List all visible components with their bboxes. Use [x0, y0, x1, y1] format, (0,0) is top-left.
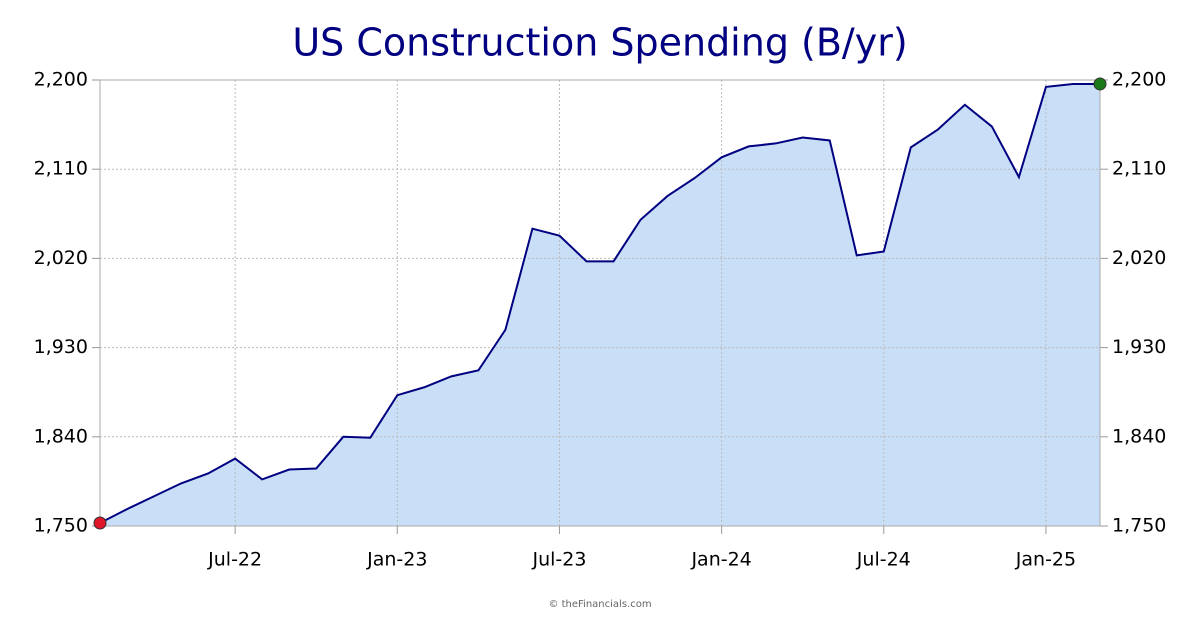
y-tick-label: 1,930: [34, 336, 88, 358]
y-tick-label: 2,110: [34, 158, 88, 180]
x-tick-label: Jul-24: [856, 549, 911, 571]
chart-title: US Construction Spending (B/yr): [292, 21, 907, 65]
y2-tick-label: 2,110: [1112, 158, 1166, 180]
area: [100, 83, 1100, 526]
x-tick-label: Jan-24: [690, 549, 751, 571]
y2-tick-label: 1,930: [1112, 336, 1166, 358]
plot-frame: [99, 79, 1101, 527]
x-tick-label: Jul-22: [207, 549, 262, 571]
x-tick-label: Jan-23: [366, 549, 427, 571]
source: © theFinancials.com: [548, 599, 651, 610]
y2-tick-label: 2,200: [1112, 69, 1166, 91]
y2-tick-label: 1,750: [1112, 515, 1166, 537]
end-marker: [1093, 77, 1107, 91]
y2-tick-label: 2,020: [1112, 247, 1166, 269]
y-tick-label: 1,750: [34, 515, 88, 537]
y-tick-label: 2,020: [34, 247, 88, 269]
x-tick-label: Jan-25: [1015, 549, 1076, 571]
y2-tick-label: 1,840: [1112, 425, 1166, 447]
line: [99, 82, 1100, 524]
y-tick-label: 1,840: [34, 425, 88, 447]
y-tick-label: 2,200: [34, 69, 88, 91]
start-marker: [93, 516, 107, 530]
x-tick-label: Jul-23: [531, 549, 586, 571]
